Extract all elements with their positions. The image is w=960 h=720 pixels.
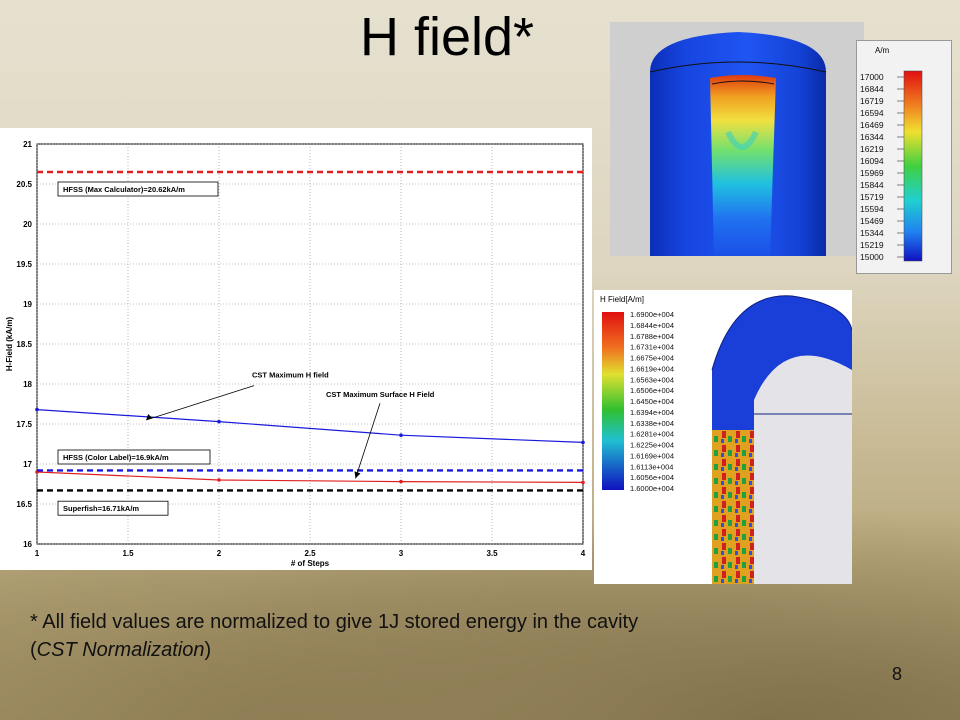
top-colorbar-tick-label: 16594 <box>860 108 884 118</box>
bottom-colorbar-tick-label: 1.6900e+004 <box>630 310 674 319</box>
bottom-colorbar-tick-label: 1.6450e+004 <box>630 397 674 406</box>
annotation-box <box>57 449 211 465</box>
data-point <box>217 478 221 482</box>
bottom-colorbar-tick-label: 1.6225e+004 <box>630 441 674 450</box>
top-colorbar-tick-label: 15969 <box>860 168 884 178</box>
top-colorbar: A/m 17000 16844 16719 16594 16469 16344 16219 1… <box>860 46 923 262</box>
annotation-label: CST Maximum Surface H Field <box>326 390 435 399</box>
top-colorbar-tick-label: 15000 <box>860 252 884 262</box>
annotation-arrow <box>355 403 381 479</box>
bottom-colorbar-tick-label: 1.6788e+004 <box>630 332 674 341</box>
top-colorbar-legend: A/m 17000 16844 16719 16594 16469 16344 16219 1… <box>856 40 952 274</box>
top-colorbar-tick-label: 16344 <box>860 132 884 142</box>
y-tick-label: 17.5 <box>16 420 32 429</box>
x-axis-label: # of Steps <box>291 559 330 568</box>
y-tick-label: 18.5 <box>16 340 32 349</box>
top-colorbar-tick-label: 15594 <box>860 204 884 214</box>
annotation-label: Superfish=16.71kA/m <box>63 504 139 513</box>
bottom-field-plot: H Field[A/m] 1.6900e+004 1.6844e+004 1.678… <box>594 290 853 584</box>
series-line <box>36 471 584 483</box>
data-point <box>35 407 39 412</box>
top-colorbar-tick-label: 16219 <box>860 144 884 154</box>
annotation-label: HFSS (Max Calculator)=20.62kA/m <box>63 185 185 194</box>
data-point <box>217 419 221 424</box>
annotation-box <box>57 500 169 516</box>
bottom-colorbar-tick-label: 1.6338e+004 <box>630 419 674 428</box>
bottom-colorbar-tick-label: 1.6675e+004 <box>630 354 674 363</box>
annotation-arrow <box>146 385 255 421</box>
bottom-colorbar-tick-label: 1.6563e+004 <box>630 375 674 384</box>
top-colorbar-tick-label: 15344 <box>860 228 884 238</box>
line-chart: 1 1.5 2 2.5 3 3.5 4 16 16.5 17 17.5 18 18.5 19 19.5 20 2… <box>5 140 586 568</box>
top-field-plot <box>610 22 864 256</box>
y-axis-label: H-Field (kA/m) <box>5 317 14 372</box>
x-tick-label: 4 <box>581 549 586 558</box>
x-tick-label: 2.5 <box>304 549 316 558</box>
bottom-colorbar-tick-label: 1.6113e+004 <box>630 462 673 471</box>
caption-line-2: (CST Normalization) <box>30 639 212 661</box>
data-point <box>581 480 585 485</box>
top-colorbar-tick-label: 16719 <box>860 96 884 106</box>
top-colorbar-tick-label: 15719 <box>860 192 884 202</box>
caption-line-1: * All field values are normalized to giv… <box>30 611 639 633</box>
bottom-colorbar-tick-label: 1.6844e+004 <box>630 321 674 330</box>
bottom-colorbar-tick-label: 1.6506e+004 <box>630 386 674 395</box>
y-tick-label: 20 <box>23 220 32 229</box>
annotation-arrowhead <box>354 471 361 479</box>
y-tick-label: 19 <box>23 300 32 309</box>
x-tick-label: 2 <box>217 549 222 558</box>
bottom-colorbar-tick-label: 1.6056e+004 <box>630 473 674 482</box>
y-tick-label: 16 <box>23 540 32 549</box>
line-chart-panel: 1 1.5 2 2.5 3 3.5 4 16 16.5 17 17.5 18 18.5 19 19.5 20 2… <box>0 128 592 570</box>
y-tick-label: 16.5 <box>16 500 32 509</box>
bottom-colorbar-title: H Field[A/m] <box>600 295 644 304</box>
bottom-colorbar: H Field[A/m] 1.6900e+004 1.6844e+004 1.678… <box>600 295 853 584</box>
y-tick-label: 20.5 <box>16 180 32 189</box>
bottom-colorbar-tick-label: 1.6731e+004 <box>630 343 674 352</box>
data-point <box>581 440 585 445</box>
data-point <box>399 479 403 484</box>
series-line <box>36 409 584 443</box>
top-colorbar-tick-label: 16844 <box>860 84 884 94</box>
y-tick-label: 18 <box>23 380 32 389</box>
y-tick-label: 19.5 <box>16 260 32 269</box>
bottom-colorbar-tick-label: 1.6000e+004 <box>630 484 674 493</box>
top-colorbar-tick-label: 15844 <box>860 180 884 190</box>
bottom-colorbar-tick-label: 1.6619e+004 <box>630 364 674 373</box>
top-colorbar-tick-label: 16094 <box>860 156 884 166</box>
x-tick-label: 1.5 <box>122 549 134 558</box>
bottom-colorbar-tick-label: 1.6169e+004 <box>630 451 674 460</box>
y-tick-label: 17 <box>23 460 32 469</box>
x-tick-label: 1 <box>35 549 40 558</box>
top-colorbar-tick-label: 17000 <box>860 72 884 82</box>
x-tick-label: 3 <box>399 549 404 558</box>
top-cavity-render <box>610 22 864 256</box>
data-point <box>399 433 403 438</box>
bottom-colorbar-tick-label: 1.6394e+004 <box>630 408 674 417</box>
page-number: 8 <box>892 664 903 684</box>
top-colorbar-tick-label: 15219 <box>860 240 884 250</box>
annotation-box <box>57 181 219 197</box>
annotation-arrowhead <box>146 414 153 420</box>
top-colorbar-tick-label: 15469 <box>860 216 884 226</box>
x-tick-label: 3.5 <box>486 549 498 558</box>
y-tick-label: 21 <box>23 140 32 149</box>
footnote-caption: * All field values are normalized to giv… <box>30 608 638 664</box>
bottom-colorbar-tick-label: 1.6281e+004 <box>630 430 674 439</box>
annotation-label: HFSS (Color Label)=16.9kA/m <box>63 453 169 462</box>
annotation-label: CST Maximum H field <box>252 371 329 380</box>
top-colorbar-tick-label: 16469 <box>860 120 884 130</box>
slide-title: H field* <box>360 7 535 67</box>
top-colorbar-unit: A/m <box>875 46 890 55</box>
